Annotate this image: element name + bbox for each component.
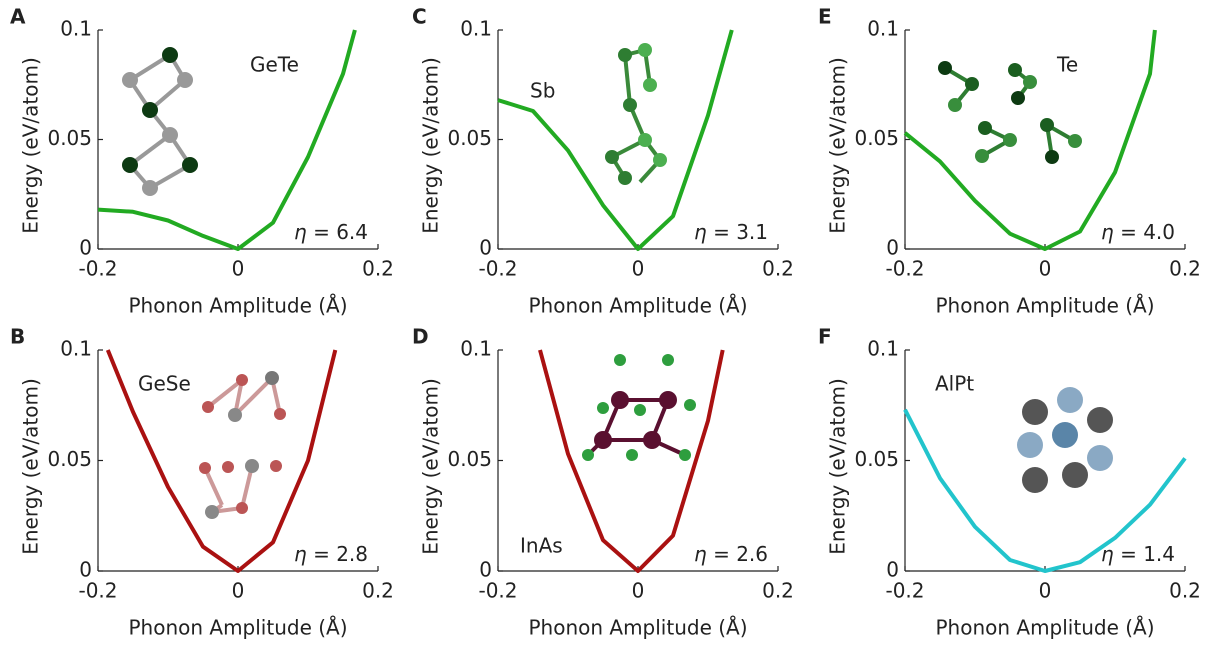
- x-tick-label: 0: [632, 257, 645, 281]
- y-axis-label: Energy (eV/atom): [419, 378, 443, 555]
- y-axis-label: Energy (eV/atom): [19, 378, 43, 555]
- y-tick-label: 0: [79, 236, 92, 260]
- x-tick-label: 0.2: [362, 257, 394, 281]
- y-tick-label: 0.1: [867, 337, 899, 361]
- x-tick-label: -0.2: [78, 257, 117, 281]
- y-axis-label: Energy (eV/atom): [826, 57, 850, 234]
- eta-annotation: η = 1.4: [1101, 542, 1175, 566]
- panel-label: D: [412, 325, 429, 349]
- eta-annotation: η = 6.4: [294, 220, 368, 244]
- panel-label: F: [818, 325, 832, 349]
- x-tick-label: -0.2: [78, 579, 117, 603]
- x-tick-label: 0: [232, 579, 245, 603]
- panel-label: B: [10, 325, 25, 349]
- panel-label: C: [412, 5, 427, 29]
- y-tick-label: 0.05: [447, 126, 492, 150]
- y-tick-label: 0.05: [47, 126, 92, 150]
- material-name: InAs: [520, 534, 563, 558]
- x-axis-label: Phonon Amplitude (Å): [528, 616, 747, 640]
- x-tick-label: 0: [1039, 257, 1052, 281]
- y-tick-label: 0.1: [460, 17, 492, 41]
- x-tick-label: -0.2: [478, 579, 517, 603]
- x-tick-label: -0.2: [478, 257, 517, 281]
- material-name: Sb: [530, 79, 555, 103]
- x-tick-label: 0: [632, 579, 645, 603]
- y-axis-label: Energy (eV/atom): [826, 378, 850, 555]
- sb-structure: [605, 43, 667, 185]
- x-axis-label: Phonon Amplitude (Å): [935, 616, 1154, 640]
- gete-structure: [122, 47, 198, 196]
- material-name: GeSe: [138, 372, 191, 396]
- panel-label: E: [818, 5, 832, 29]
- eta-annotation: η = 2.6: [694, 542, 768, 566]
- energy-curve: [497, 29, 734, 251]
- x-axis-label: Phonon Amplitude (Å): [128, 294, 347, 318]
- y-tick-label: 0: [479, 236, 492, 260]
- panel-label: A: [10, 5, 26, 29]
- x-axis-label: Phonon Amplitude (Å): [128, 616, 347, 640]
- eta-annotation: η = 3.1: [694, 220, 768, 244]
- energy-curve: [97, 29, 357, 251]
- x-axis-label: Phonon Amplitude (Å): [935, 294, 1154, 318]
- x-tick-label: 0.2: [762, 579, 794, 603]
- energy-curve: [903, 29, 1157, 251]
- y-tick-label: 0.1: [60, 337, 92, 361]
- te-structure: [938, 61, 1082, 164]
- x-tick-label: 0.2: [1169, 579, 1201, 603]
- energy-curve: [903, 408, 1187, 573]
- x-tick-label: -0.2: [885, 257, 924, 281]
- x-tick-label: 0: [1039, 579, 1052, 603]
- material-name: AlPt: [935, 372, 974, 396]
- y-tick-label: 0.1: [867, 17, 899, 41]
- x-tick-label: 0: [232, 257, 245, 281]
- x-tick-label: 0.2: [362, 579, 394, 603]
- y-axis-label: Energy (eV/atom): [19, 57, 43, 234]
- material-name: Te: [1056, 53, 1078, 77]
- x-tick-label: -0.2: [885, 579, 924, 603]
- y-tick-label: 0: [886, 558, 899, 582]
- y-tick-label: 0.05: [854, 126, 899, 150]
- y-axis-label: Energy (eV/atom): [419, 57, 443, 234]
- material-name: GeTe: [250, 53, 299, 77]
- eta-annotation: η = 2.8: [294, 542, 368, 566]
- gese-structure: [199, 371, 286, 519]
- y-tick-label: 0.1: [460, 337, 492, 361]
- x-tick-label: 0.2: [762, 257, 794, 281]
- y-tick-label: 0.05: [47, 447, 92, 471]
- x-axis-label: Phonon Amplitude (Å): [528, 294, 747, 318]
- eta-annotation: η = 4.0: [1101, 220, 1175, 244]
- y-tick-label: 0: [479, 558, 492, 582]
- inas-structure: [582, 354, 696, 461]
- energy-curve: [538, 349, 725, 573]
- y-tick-label: 0: [886, 236, 899, 260]
- energy-curve: [105, 349, 338, 573]
- y-tick-label: 0.1: [60, 17, 92, 41]
- y-tick-label: 0: [79, 558, 92, 582]
- y-tick-label: 0.05: [447, 447, 492, 471]
- x-tick-label: 0.2: [1169, 257, 1201, 281]
- y-tick-label: 0.05: [854, 447, 899, 471]
- alpt-structure: [1017, 387, 1113, 493]
